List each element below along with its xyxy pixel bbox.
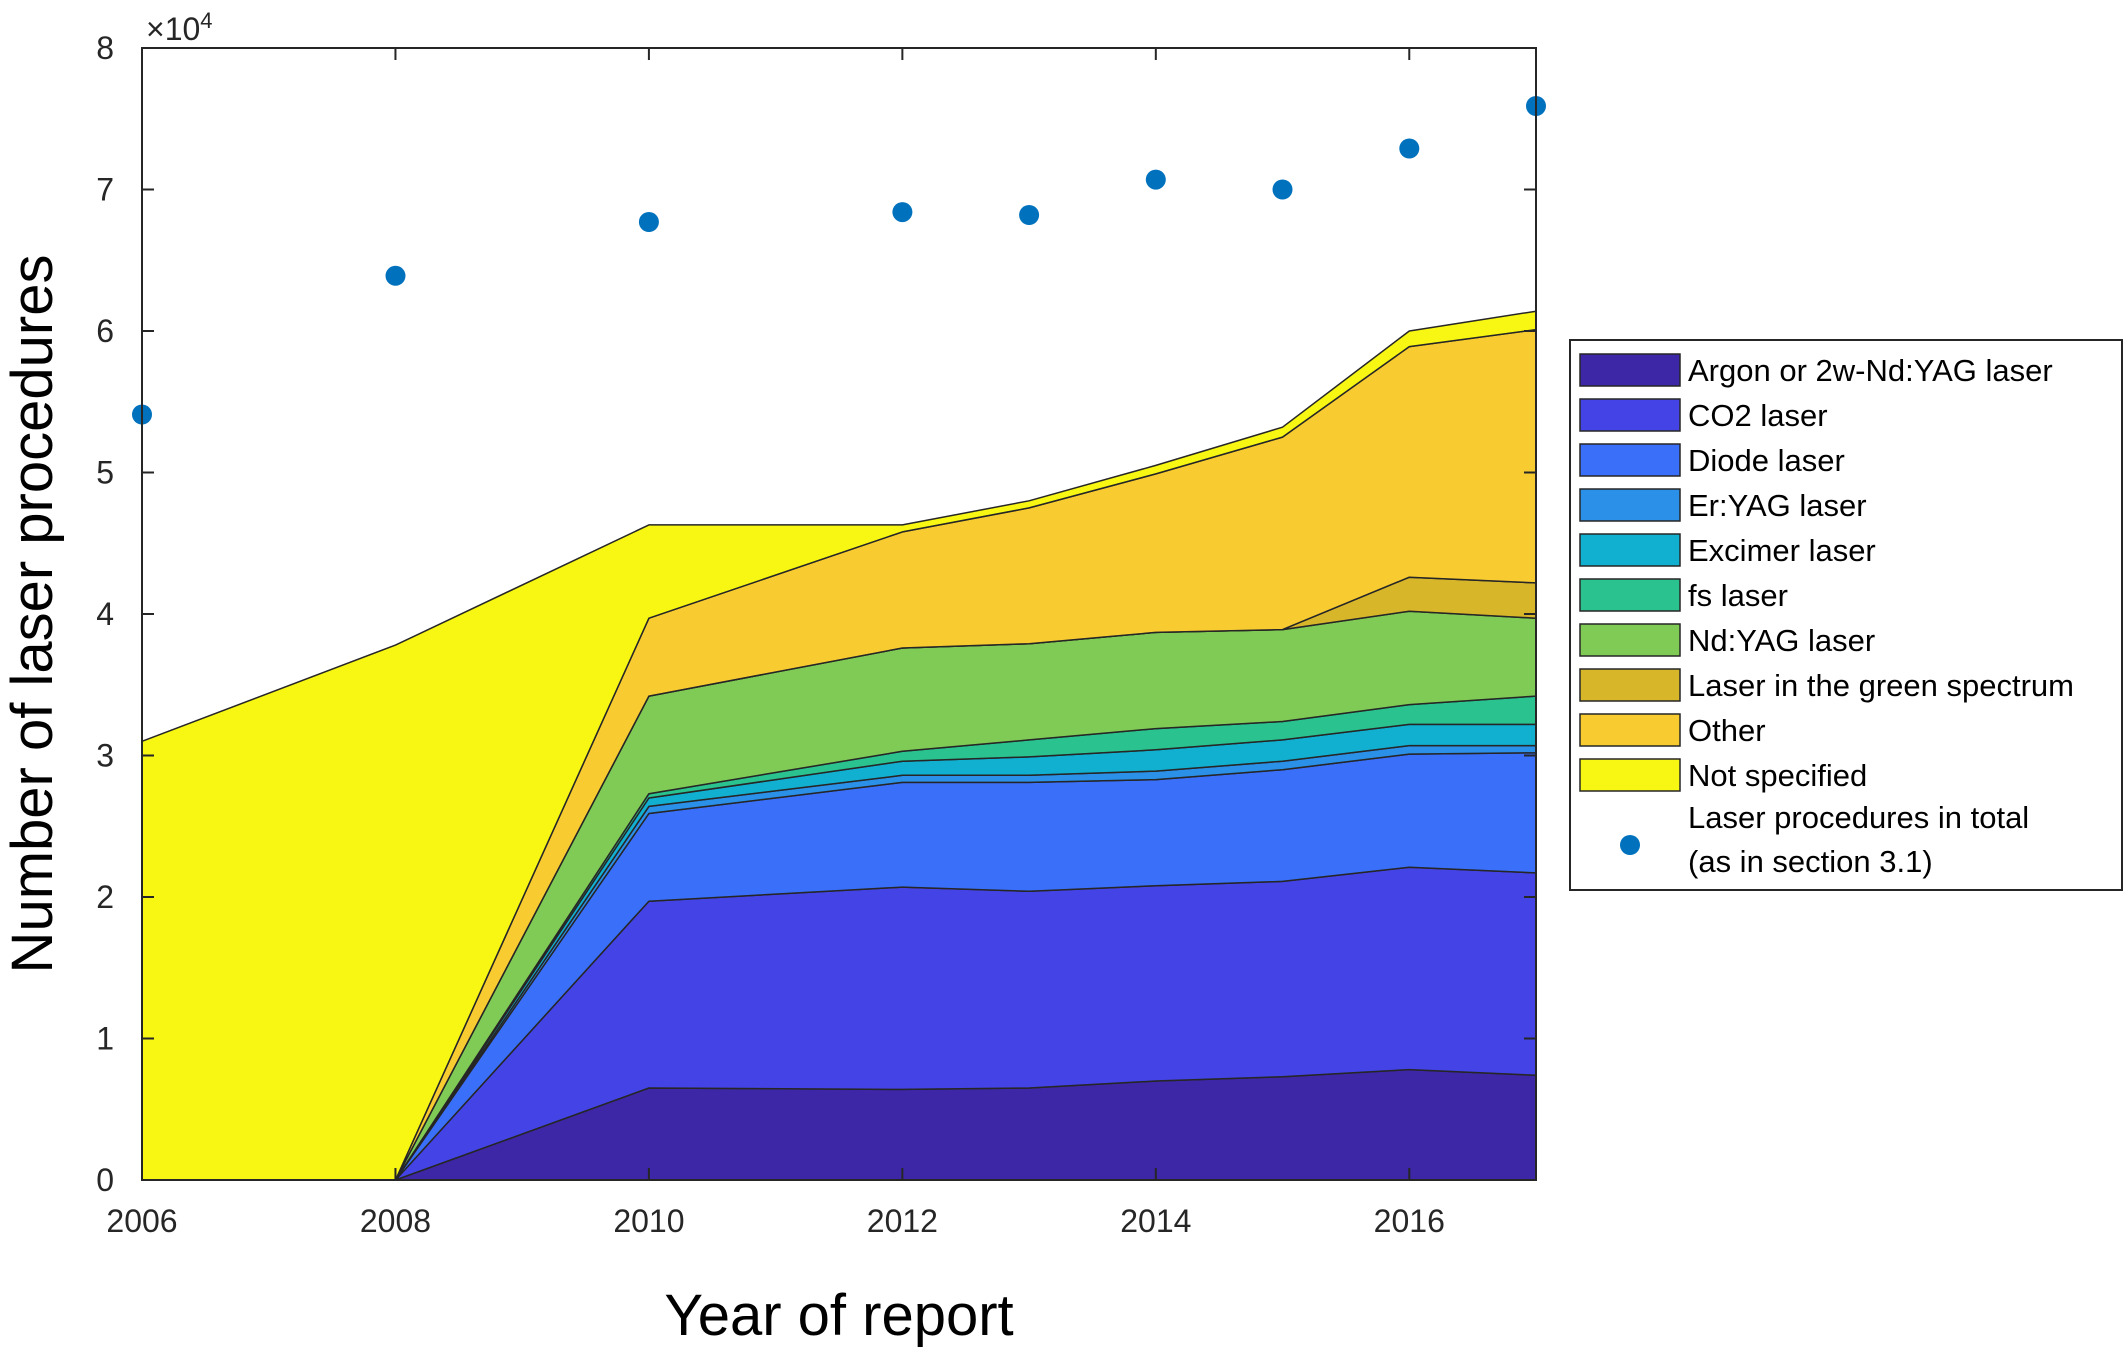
- legend-swatch-co2-laser: [1579, 398, 1681, 432]
- legend-label-argon-or-2w-nd-yag-laser: Argon or 2w-Nd:YAG laser: [1688, 353, 2053, 388]
- x-tick-label-2010: 2010: [613, 1203, 684, 1239]
- legend-label-er-yag-laser: Er:YAG laser: [1688, 488, 1867, 523]
- y-tick-label-3: 3: [96, 738, 114, 774]
- x-tick-label-2012: 2012: [867, 1203, 938, 1239]
- x-tick-label-2006: 2006: [106, 1203, 177, 1239]
- total-point-2014: [1145, 169, 1166, 190]
- legend-label-other: Other: [1688, 713, 1766, 748]
- y-tick-label-7: 7: [96, 172, 114, 208]
- legend-swatch-laser-in-the-green-spectrum: [1579, 668, 1681, 702]
- legend-label-not-specified: Not specified: [1688, 758, 1867, 793]
- total-point-2013: [1019, 205, 1040, 225]
- total-points: [132, 96, 1546, 425]
- legend-swatch-nd-yag-laser: [1579, 623, 1681, 657]
- total-point-2015: [1272, 179, 1293, 200]
- total-point-2016: [1399, 138, 1420, 159]
- legend-label-fs-laser: fs laser: [1688, 578, 1788, 613]
- legend: Argon or 2w-Nd:YAG laser CO2 laser Diode l…: [1569, 339, 2123, 891]
- legend-label-co2-laser: CO2 laser: [1688, 398, 1828, 433]
- legend-swatch-argon-or-2w-nd-yag-laser: [1579, 353, 1681, 387]
- y-tick-label-8: 8: [96, 30, 114, 66]
- x-tick-label-2016: 2016: [1374, 1203, 1445, 1239]
- y-tick-label-4: 4: [96, 596, 114, 632]
- x-axis-label: Year of report: [664, 1283, 1013, 1348]
- y-tick-label-6: 6: [96, 313, 114, 349]
- legend-label-total-line-2: (as in section 3.1): [1688, 844, 1933, 879]
- y-tick-label-5: 5: [96, 455, 114, 491]
- x-axis-ticks: 2006 2008 2010 2012 2014 2016: [106, 48, 1445, 1239]
- legend-swatch-er-yag-laser: [1579, 488, 1681, 522]
- legend-marker-total: [1620, 835, 1640, 855]
- legend-label-total-line-1: Laser procedures in total: [1688, 800, 2029, 835]
- stacked-areas: [141, 310, 1537, 1181]
- legend-label-nd-yag-laser: Nd:YAG laser: [1688, 623, 1875, 658]
- y-tick-label-0: 0: [96, 1162, 114, 1198]
- legend-swatch-fs-laser: [1579, 578, 1681, 612]
- legend-swatch-excimer-laser: [1579, 533, 1681, 567]
- legend-label-excimer-laser: Excimer laser: [1688, 533, 1876, 568]
- total-point-2012: [892, 202, 913, 223]
- legend-swatch-diode-laser: [1579, 443, 1681, 477]
- legend-label-diode-laser: Diode laser: [1688, 443, 1845, 478]
- y-tick-label-1: 1: [96, 1021, 114, 1057]
- legend-swatch-not-specified: [1579, 758, 1681, 792]
- x-tick-label-2014: 2014: [1120, 1203, 1191, 1239]
- y-axis-label: Number of laser procedures: [0, 255, 65, 974]
- y-axis-exponent: ×104: [146, 8, 213, 47]
- y-tick-label-2: 2: [96, 879, 114, 915]
- legend-label-laser-in-the-green-spectrum: Laser in the green spectrum: [1688, 668, 2074, 703]
- legend-swatch-other: [1579, 713, 1681, 747]
- x-tick-label-2008: 2008: [360, 1203, 431, 1239]
- total-point-2008: [385, 265, 406, 286]
- total-point-2010: [638, 212, 659, 232]
- y-axis-ticks: 0 1 2 3 4 5 6 7 8: [96, 30, 1536, 1198]
